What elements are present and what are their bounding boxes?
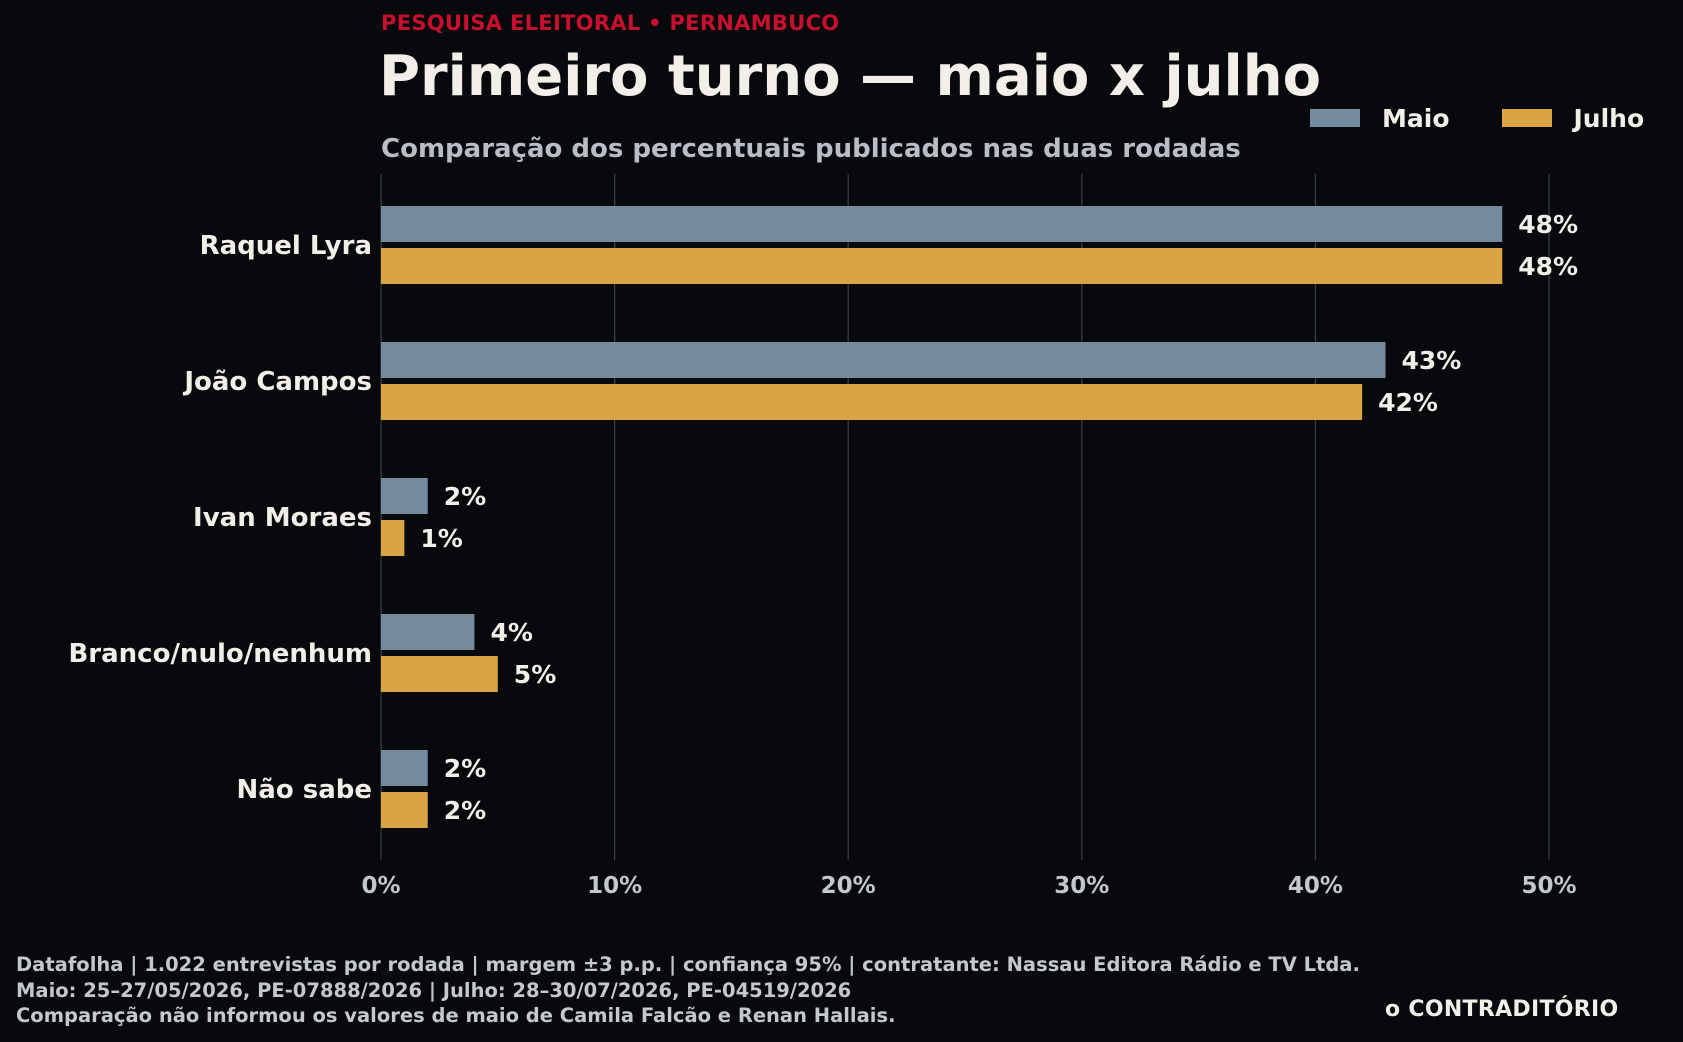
bar-chart: 0% 10% 20% 30% 40% 50% Raquel Lyra 48% 48% João C… (68, 174, 1578, 899)
category-label-nao-sabe: Não sabe (237, 775, 372, 805)
chart-footer: Datafolha | 1.022 entrevistas por rodada… (16, 952, 1360, 1029)
brand-logo: o CONTRADITÓRIO (1385, 997, 1619, 1022)
x-tick-label: 10% (587, 873, 642, 899)
category-label-branco-nulo-nenhum: Branco/nulo/nenhum (68, 639, 372, 669)
data-label-maio-nao-sabe: 2% (444, 754, 486, 783)
x-tick-label: 0% (361, 873, 400, 899)
bar-julho-ivan-moraes (381, 520, 405, 556)
legend-item-maio: Maio (1310, 104, 1450, 133)
data-label-julho-raquel-lyra: 48% (1518, 252, 1578, 281)
legend-item-julho: Julho (1501, 103, 1645, 133)
bar-maio-nao-sabe (381, 750, 428, 786)
x-tick-label: 40% (1288, 873, 1343, 899)
bar-julho-joao-campos (381, 384, 1363, 420)
category-label-ivan-moraes: Ivan Moraes (193, 503, 372, 533)
data-label-julho-ivan-moraes: 1% (420, 524, 462, 553)
data-label-julho-nao-sabe: 2% (444, 796, 486, 825)
bar-maio-branco-nulo-nenhum (381, 614, 475, 650)
data-label-maio-branco-nulo-nenhum: 4% (490, 618, 532, 647)
bar-maio-ivan-moraes (381, 478, 428, 514)
bar-maio-joao-campos (381, 342, 1386, 378)
data-label-julho-joao-campos: 42% (1378, 388, 1438, 417)
category-label-joao-campos: João Campos (182, 367, 372, 397)
x-tick-label: 50% (1521, 873, 1576, 899)
x-tick-label: 20% (821, 873, 876, 899)
footer-line-source: Datafolha | 1.022 entrevistas por rodada… (16, 953, 1360, 976)
bar-julho-raquel-lyra (381, 248, 1503, 284)
x-tick-label: 30% (1054, 873, 1109, 899)
bar-julho-nao-sabe (381, 792, 428, 828)
bars (381, 206, 1503, 828)
data-label-maio-ivan-moraes: 2% (444, 482, 486, 511)
legend-swatch-maio (1310, 109, 1360, 127)
chart-subtitle: Comparação dos percentuais publicados na… (381, 134, 1241, 164)
footer-line-note: Comparação não informou os valores de ma… (16, 1004, 896, 1027)
grid-lines (380, 174, 1550, 860)
footer-line-dates: Maio: 25–27/05/2026, PE-07888/2026 | Jul… (16, 978, 852, 1002)
legend-label-maio: Maio (1382, 103, 1450, 133)
chart-kicker: PESQUISA ELEITORAL • PERNAMBUCO (381, 11, 840, 35)
bar-maio-raquel-lyra (381, 206, 1503, 242)
legend-label-julho: Julho (1573, 103, 1645, 133)
chart-legend: Maio Julho (1310, 102, 1644, 134)
labels: 0% 10% 20% 30% 40% 50% Raquel Lyra 48% 48% João C… (68, 210, 1578, 899)
chart-title: Primeiro turno — maio x julho (379, 44, 1322, 109)
bar-julho-branco-nulo-nenhum (381, 656, 498, 692)
data-label-julho-branco-nulo-nenhum: 5% (514, 660, 556, 689)
data-label-maio-raquel-lyra: 48% (1518, 210, 1578, 239)
category-label-raquel-lyra: Raquel Lyra (200, 231, 372, 261)
data-label-maio-joao-campos: 43% (1401, 346, 1461, 375)
legend-swatch-julho (1501, 109, 1552, 127)
